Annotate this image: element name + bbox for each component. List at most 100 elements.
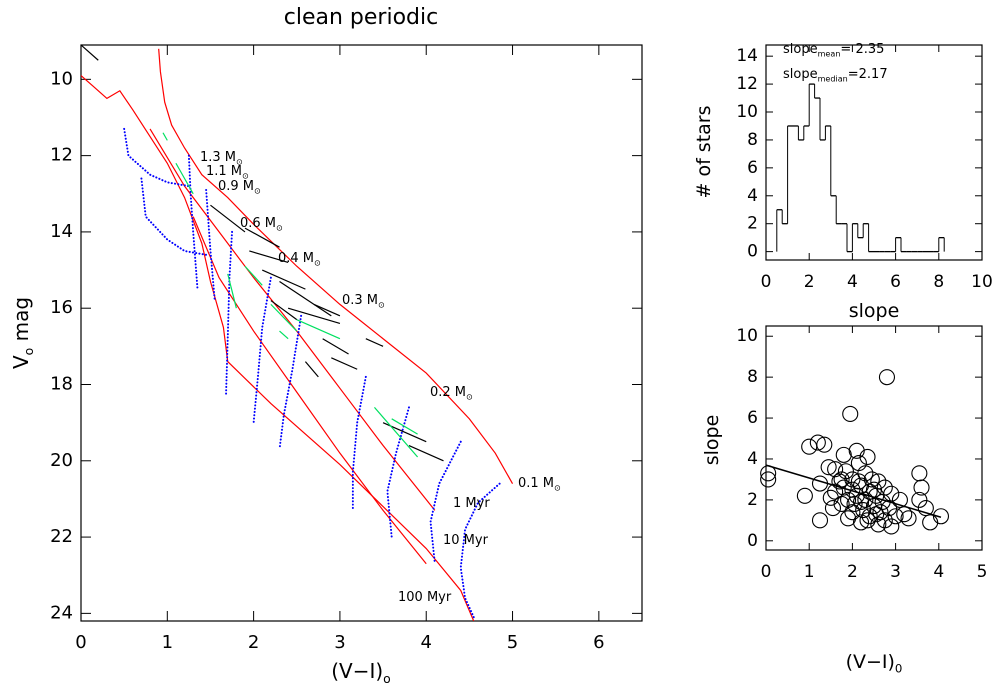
annotation-main: slope xyxy=(783,67,818,82)
variability-segment xyxy=(270,300,298,321)
x-tick-label: 1 xyxy=(162,632,173,653)
y-tick-label: 4 xyxy=(747,186,758,206)
mass-track xyxy=(140,177,208,256)
x-tick-label: 2 xyxy=(847,562,858,582)
scatter-point xyxy=(857,465,874,482)
scatter-point xyxy=(878,369,896,386)
variability-segment xyxy=(81,45,99,61)
scatter-point xyxy=(900,510,917,527)
x-tick-label: 6 xyxy=(593,632,604,653)
annotation-main: 0.4 M xyxy=(278,251,314,266)
scatter-point xyxy=(911,465,928,482)
isochrone xyxy=(149,128,436,511)
scatter-point xyxy=(876,512,893,529)
x-axis-label-sub: 0 xyxy=(895,661,903,675)
variability-segment xyxy=(279,330,289,340)
annotation-main: 0.1 M xyxy=(518,476,554,491)
y-tick-label: 6 xyxy=(747,408,758,428)
y-axis-label: # of stars xyxy=(693,105,715,198)
panel: 0 2 4 6 8 10 0 2 4 6 8 10 12 14 xyxy=(736,44,993,292)
y-tick-label: 10 xyxy=(736,102,758,122)
y-axis-label-sub: o xyxy=(21,348,36,356)
scatter-point xyxy=(913,479,930,496)
mass-track xyxy=(429,440,462,565)
y-axis-label-rest: mag xyxy=(9,297,33,348)
annotation: slopemedian=2.17 xyxy=(783,67,888,84)
annotation-main: 0.2 M xyxy=(430,385,466,400)
isochrone xyxy=(81,75,475,621)
annotation: 0.6 M⊙ xyxy=(240,216,283,233)
variability-segment xyxy=(227,273,237,309)
y-tick-label: 6 xyxy=(747,158,758,178)
variability-segment xyxy=(322,338,349,355)
y-tick-label: 8 xyxy=(747,367,758,387)
variability-segment xyxy=(373,406,419,458)
annotation: 10 Myr xyxy=(443,533,489,548)
variability-segment xyxy=(313,303,341,317)
annotation: 1.1 M⊙ xyxy=(206,164,249,181)
y-tick-label: 10 xyxy=(50,68,73,89)
annotation-sub: ⊙ xyxy=(236,157,243,166)
annotation-rest: = 2.35 xyxy=(840,42,884,57)
annotation-sub: ⊙ xyxy=(242,171,249,180)
y-tick-label: 24 xyxy=(50,602,73,623)
scatter-point xyxy=(846,495,863,513)
scatter-point xyxy=(820,459,837,476)
scatter-point xyxy=(852,514,870,531)
scatter-point xyxy=(883,485,900,502)
x-tick-label: 4 xyxy=(933,562,944,582)
scatter-point xyxy=(837,463,854,480)
annotation-sub: ⊙ xyxy=(554,483,561,492)
x-tick-label: 2 xyxy=(804,272,815,292)
x-tick-label: 8 xyxy=(933,272,944,292)
x-tick-label: 6 xyxy=(890,272,901,292)
mass-track xyxy=(187,154,199,291)
y-tick-label: 16 xyxy=(50,297,73,318)
scatter-point xyxy=(822,489,839,506)
y-axis-label: Vo mag xyxy=(9,297,36,369)
variability-segment xyxy=(391,418,418,435)
variability-segment xyxy=(408,444,444,462)
annotation-main: 0.6 M xyxy=(240,216,276,231)
variability-segment xyxy=(331,357,358,370)
isochrone xyxy=(192,216,427,565)
annotation: 0.9 M⊙ xyxy=(218,179,261,196)
annotation: 0.1 M⊙ xyxy=(518,476,561,493)
annotation-main: 0.9 M xyxy=(218,179,254,194)
scatter-point xyxy=(809,434,826,451)
annotation: 1.3 M⊙ xyxy=(200,150,243,167)
scatter-point xyxy=(922,514,939,531)
annotation-rest: =2.17 xyxy=(848,67,888,82)
mass-track xyxy=(386,406,410,539)
plot-frame xyxy=(80,44,643,622)
annotation-main: 0.3 M xyxy=(342,293,378,308)
scatter-point xyxy=(917,500,934,517)
annotation-sub: ⊙ xyxy=(314,258,321,267)
scatter-point xyxy=(842,405,859,423)
annotation-main: 10 Myr xyxy=(443,533,489,548)
x-tick-label: 0 xyxy=(75,632,86,653)
x-tick-label: 4 xyxy=(847,272,858,292)
scatter-point xyxy=(796,487,813,504)
y-tick-label: 18 xyxy=(50,373,73,394)
isochrone xyxy=(158,48,514,484)
x-tick-label: 5 xyxy=(977,562,988,582)
plot-frame xyxy=(765,44,983,261)
y-axis-label: slope xyxy=(701,415,723,466)
annotation-sub: ⊙ xyxy=(276,223,283,232)
scatter-point xyxy=(844,471,861,488)
y-tick-label: 2 xyxy=(747,214,758,234)
scatter-point xyxy=(876,479,893,496)
x-axis-label-main: slope xyxy=(849,300,900,322)
annotation: 1 Myr xyxy=(453,496,490,511)
y-tick-label: 14 xyxy=(736,46,758,66)
scatter-point xyxy=(865,481,883,498)
scatter-point xyxy=(844,504,861,521)
scatter-point xyxy=(911,491,928,508)
fit-line xyxy=(765,464,942,518)
annotation-sub: mean xyxy=(818,49,841,58)
y-tick-label: 0 xyxy=(747,531,758,551)
x-tick-label: 3 xyxy=(334,632,345,653)
